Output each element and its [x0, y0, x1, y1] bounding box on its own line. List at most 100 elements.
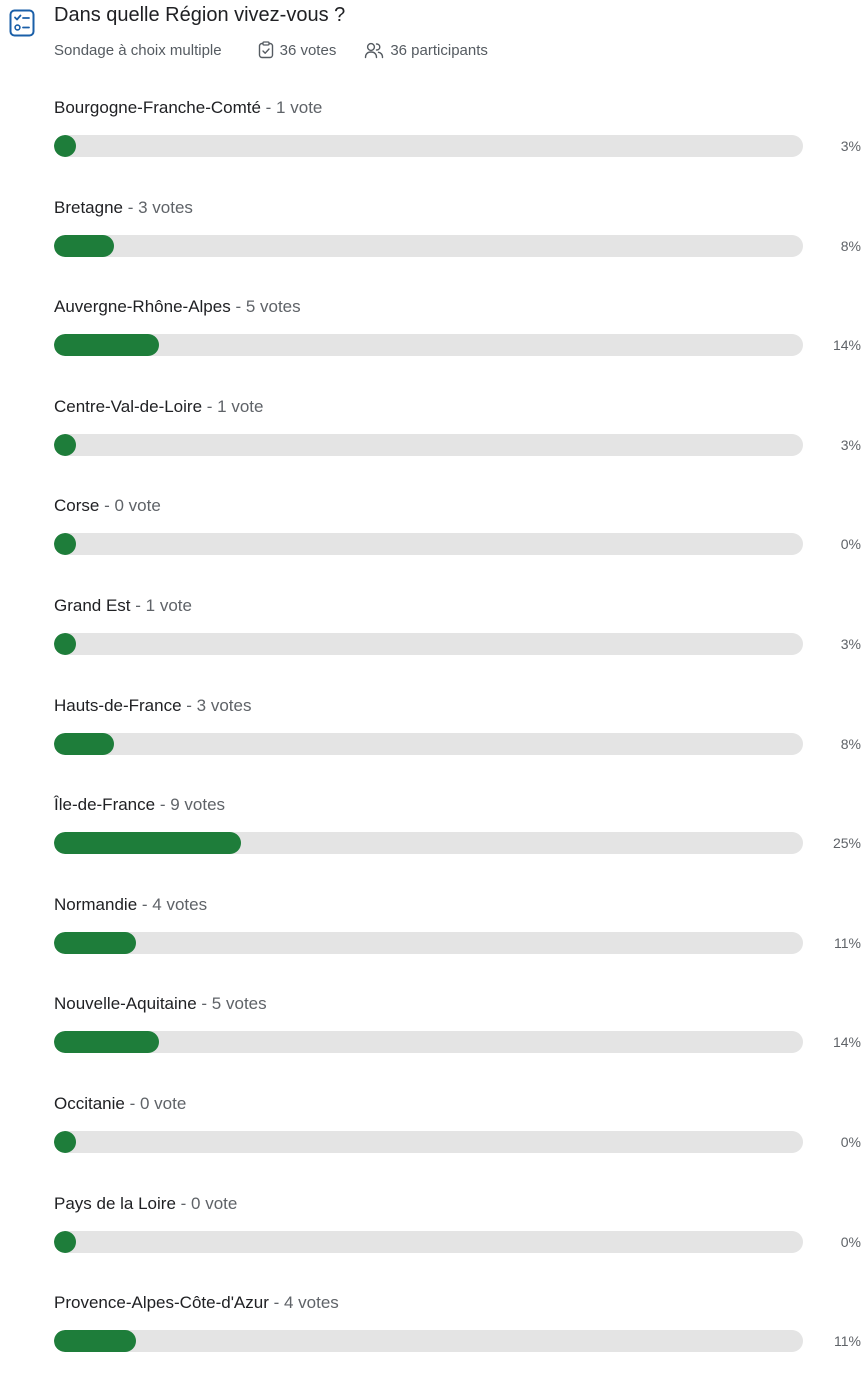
participants-summary: 36 participants	[364, 41, 488, 59]
option-name: Normandie	[54, 894, 138, 914]
option-label: Île-de-France - 9 votes	[54, 795, 225, 815]
result-bar-track	[54, 1130, 803, 1153]
option-vote-count: - 0 vote	[175, 1193, 238, 1213]
option-vote-count: - 5 votes	[196, 994, 267, 1014]
option-vote-count: - 4 votes	[137, 894, 208, 914]
option-label: Grand Est - 1 vote	[54, 596, 192, 616]
option-vote-count: - 0 vote	[99, 496, 161, 516]
option-name: Occitanie	[54, 1093, 125, 1113]
result-bar-fill	[54, 732, 114, 755]
option-name: Centre-Val-de-Loire	[54, 396, 203, 416]
result-bar-fill	[54, 433, 77, 456]
poll-option[interactable]: Bretagne - 3 votes 8%	[0, 196, 864, 296]
option-percent: 0%	[840, 1133, 861, 1150]
option-percent: 0%	[840, 536, 861, 553]
poll-option[interactable]: Occitanie - 0 vote 0%	[0, 1092, 864, 1192]
poll-option[interactable]: Pays de la Loire - 0 vote 0%	[0, 1192, 864, 1292]
participants-count-label: 36 participants	[390, 41, 488, 59]
clipboard-check-icon	[258, 41, 273, 59]
result-bar-track	[54, 533, 803, 556]
result-bar-fill	[54, 1031, 159, 1054]
poll-meta: Sondage à choix multiple 36 votes 36 par…	[54, 41, 488, 59]
poll-option[interactable]: Île-de-France - 9 votes 25%	[0, 793, 864, 893]
people-icon	[365, 42, 384, 59]
option-vote-count: - 4 votes	[268, 1293, 339, 1313]
option-vote-count: - 1 vote	[260, 98, 323, 117]
result-bar-fill	[54, 135, 77, 157]
option-name: Nouvelle-Aquitaine	[54, 994, 197, 1014]
option-vote-count: - 5 votes	[230, 297, 301, 317]
option-label: Nouvelle-Aquitaine - 5 votes	[54, 994, 267, 1014]
option-name: Grand Est	[54, 595, 131, 615]
option-vote-count: - 0 vote	[124, 1093, 187, 1113]
option-vote-count: - 1 vote	[130, 595, 192, 615]
result-bar-fill	[54, 533, 76, 556]
option-vote-count: - 1 vote	[202, 396, 264, 416]
option-label: Bretagne - 3 votes	[54, 198, 193, 218]
option-label: Centre-Val-de-Loire - 1 vote	[54, 397, 263, 417]
result-bar-fill	[54, 234, 114, 257]
option-name: Pays de la Loire	[54, 1193, 176, 1213]
option-percent: 8%	[840, 735, 861, 752]
result-bar-track	[54, 732, 803, 755]
option-name: Bourgogne-Franche-Comté	[54, 98, 261, 117]
poll-option[interactable]: Centre-Val-de-Loire - 1 vote 3%	[0, 395, 864, 495]
option-name: Île-de-France	[54, 795, 156, 815]
poll-option[interactable]: Bourgogne-Franche-Comté - 1 vote 3%	[0, 96, 864, 196]
result-bar-track	[54, 1330, 803, 1353]
option-percent: 25%	[832, 835, 861, 852]
option-name: Corse	[54, 496, 100, 516]
poll-option[interactable]: Grand Est - 1 vote 3%	[0, 594, 864, 694]
option-name: Auvergne-Rhône-Alpes	[54, 297, 231, 317]
option-label: Bourgogne-Franche-Comté - 1 vote	[54, 98, 322, 118]
option-label: Pays de la Loire - 0 vote	[54, 1194, 237, 1214]
result-bar-fill	[54, 1330, 137, 1353]
option-percent: 14%	[832, 1034, 861, 1051]
option-label: Normandie - 4 votes	[54, 895, 207, 915]
option-percent: 3%	[840, 138, 861, 154]
option-label: Auvergne-Rhône-Alpes - 5 votes	[54, 297, 301, 317]
option-percent: 8%	[840, 237, 861, 254]
option-percent: 3%	[840, 436, 861, 453]
result-bar-track	[54, 1230, 803, 1253]
votes-summary: 36 votes	[258, 41, 337, 59]
option-label: Hauts-de-France - 3 votes	[54, 696, 251, 716]
result-bar-track	[54, 234, 803, 257]
result-bar-track	[54, 832, 803, 855]
poll-option[interactable]: Corse - 0 vote 0%	[0, 494, 864, 594]
result-bar-fill	[54, 334, 159, 357]
poll-title: Dans quelle Région vivez-vous ?	[54, 4, 346, 26]
option-percent: 0%	[840, 1233, 861, 1250]
result-bar-track	[54, 632, 803, 655]
option-percent: 3%	[840, 635, 861, 652]
result-bar-fill	[54, 1130, 76, 1153]
poll-option[interactable]: Nouvelle-Aquitaine - 5 votes 14%	[0, 992, 864, 1092]
checklist-icon	[9, 9, 35, 37]
option-name: Bretagne	[54, 197, 123, 217]
result-bar-fill	[54, 1230, 76, 1253]
option-label: Occitanie - 0 vote	[54, 1094, 186, 1114]
poll-option[interactable]: Auvergne-Rhône-Alpes - 5 votes 14%	[0, 295, 864, 395]
result-bar-track	[54, 433, 803, 456]
option-name: Hauts-de-France	[54, 695, 182, 715]
option-percent: 14%	[832, 337, 861, 354]
option-name: Provence-Alpes-Côte-d'Azur	[54, 1293, 269, 1313]
option-vote-count: - 3 votes	[123, 197, 193, 217]
result-bar-track	[54, 334, 803, 357]
result-bar-fill	[54, 931, 137, 954]
option-label: Provence-Alpes-Côte-d'Azur - 4 votes	[54, 1293, 339, 1313]
option-percent: 11%	[834, 1333, 861, 1350]
poll-option[interactable]: Provence-Alpes-Côte-d'Azur - 4 votes 11%	[0, 1291, 864, 1391]
poll-type-label: Sondage à choix multiple	[54, 41, 222, 59]
option-percent: 11%	[834, 934, 861, 951]
result-bar-fill	[54, 632, 77, 655]
poll-option[interactable]: Hauts-de-France - 3 votes 8%	[0, 694, 864, 794]
poll-option[interactable]: Normandie - 4 votes 11%	[0, 893, 864, 993]
option-vote-count: - 9 votes	[155, 795, 226, 815]
option-vote-count: - 3 votes	[181, 695, 252, 715]
votes-count-label: 36 votes	[279, 41, 337, 59]
result-bar-track	[54, 931, 803, 954]
option-label: Corse - 0 vote	[54, 496, 161, 516]
result-bar-track	[54, 1031, 803, 1054]
result-bar-fill	[54, 832, 242, 855]
